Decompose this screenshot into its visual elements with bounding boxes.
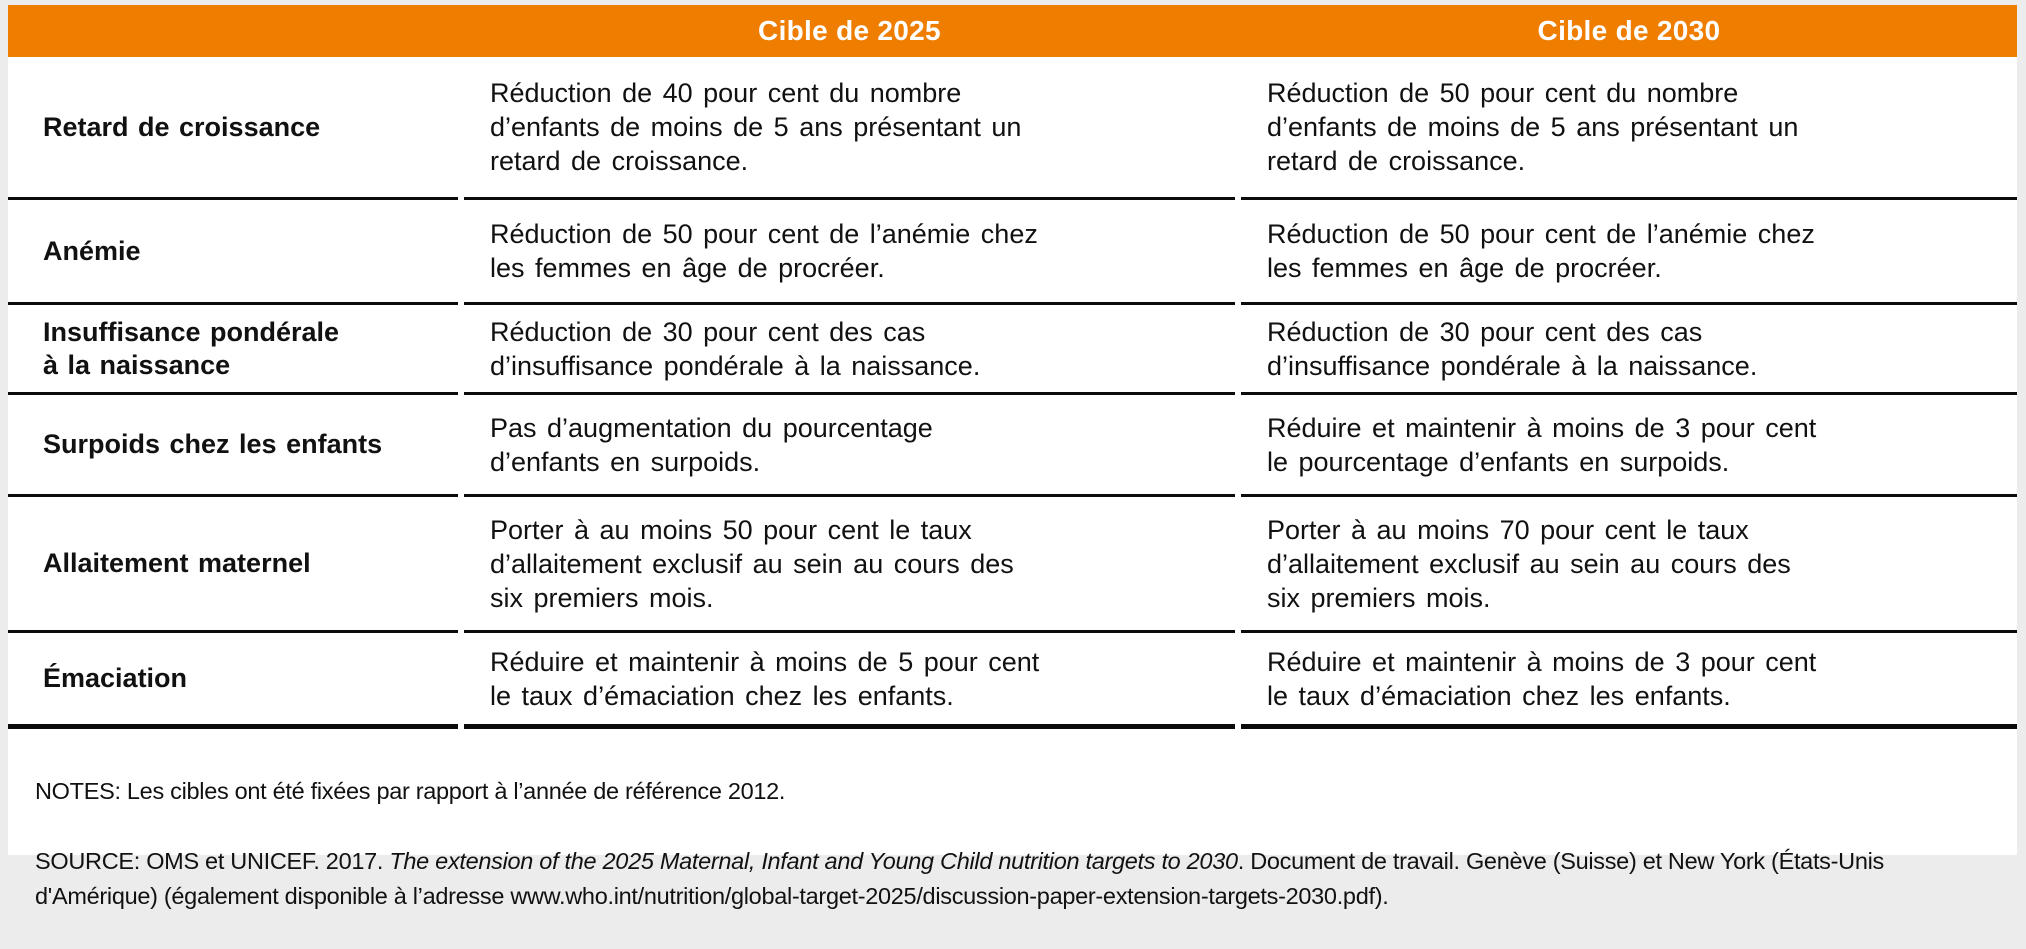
target-2025-cell: Réduction de 30 pour cent des cas d’insu… — [464, 305, 1235, 395]
table-row-overweight: Surpoids chez les enfants Pas d’augmenta… — [8, 395, 2017, 497]
target-2030-cell: Réduire et maintenir à moins de 3 pour c… — [1241, 395, 2017, 497]
target-2025-cell: Réduction de 40 pour cent du nombre d’en… — [464, 57, 1235, 200]
source-line: SOURCE: OMS et UNICEF. 2017. The extensi… — [35, 844, 1997, 914]
target-2025-cell: Porter à au moins 50 pour cent le taux d… — [464, 497, 1235, 633]
notes-text: NOTES: Les cibles ont été fixées par rap… — [35, 778, 786, 804]
header-cible-2025: Cible de 2025 — [758, 15, 941, 46]
target-2025-cell: Réduction de 50 pour cent de l’anémie ch… — [464, 200, 1235, 305]
target-2030-cell: Réduction de 50 pour cent de l’anémie ch… — [1241, 200, 2017, 305]
notes-line: NOTES: Les cibles ont été fixées par rap… — [35, 774, 1997, 809]
row-label: Insuffisance pondérale à la naissance — [8, 305, 458, 395]
target-2030-cell: Réduire et maintenir à moins de 3 pour c… — [1241, 633, 2017, 729]
header-cible-2030: Cible de 2030 — [1537, 15, 1721, 46]
row-label: Surpoids chez les enfants — [8, 395, 458, 497]
table-row-wasting: Émaciation Réduire et maintenir à moins … — [8, 633, 2017, 729]
row-label: Émaciation — [8, 633, 458, 729]
target-2030-cell: Réduction de 50 pour cent du nombre d’en… — [1241, 57, 2017, 200]
source-prefix: SOURCE: OMS et UNICEF. 2017. — [35, 848, 390, 874]
table-row-low-birthweight: Insuffisance pondérale à la naissance Ré… — [8, 305, 2017, 395]
nutrition-targets-table: Cible de 2025 Cible de 2030 Retard de cr… — [8, 5, 2017, 909]
target-2025-cell: Pas d’augmentation du pourcentage d’enfa… — [464, 395, 1235, 497]
target-2025-cell: Réduire et maintenir à moins de 5 pour c… — [464, 633, 1235, 729]
table-row-breastfeeding: Allaitement maternel Porter à au moins 5… — [8, 497, 2017, 633]
table-body: Retard de croissance Réduction de 40 pou… — [8, 57, 2017, 729]
table-row-anemia: Anémie Réduction de 50 pour cent de l’an… — [8, 200, 2017, 305]
table-row-stunting: Retard de croissance Réduction de 40 pou… — [8, 57, 2017, 200]
target-2030-cell: Réduction de 30 pour cent des cas d’insu… — [1241, 305, 2017, 395]
row-label: Allaitement maternel — [8, 497, 458, 633]
table-footnotes: NOTES: Les cibles ont été fixées par rap… — [8, 729, 2017, 909]
table-header-row: Cible de 2025 Cible de 2030 — [8, 5, 2017, 57]
source-title-italic: The extension of the 2025 Maternal, Infa… — [389, 848, 1238, 874]
target-2030-cell: Porter à au moins 70 pour cent le taux d… — [1241, 497, 2017, 633]
row-label: Anémie — [8, 200, 458, 305]
row-label: Retard de croissance — [8, 57, 458, 200]
